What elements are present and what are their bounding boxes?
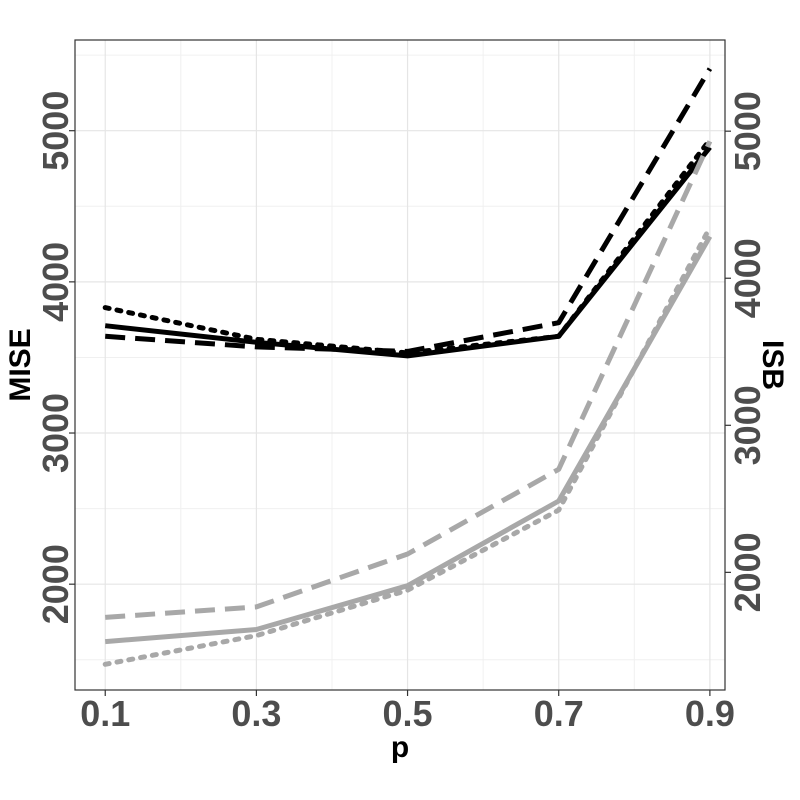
x-tick-label-4: 0.9 <box>685 693 735 734</box>
series-layer <box>102 67 713 667</box>
series-line-4 <box>105 140 713 620</box>
y-right-tick-label-1: 3000 <box>727 385 768 465</box>
grid-lines <box>75 40 725 690</box>
y-left-tick-label-1: 3000 <box>35 393 76 473</box>
plot-panel-border <box>74 39 726 691</box>
y-right-tick-label-0: 2000 <box>727 532 768 612</box>
x-tick-label-2: 0.5 <box>383 693 433 734</box>
series-line-1 <box>105 67 713 354</box>
x-tick-labels: 0.1 0.3 0.5 0.7 0.9 <box>80 693 735 734</box>
y-right-tick-labels: 2000 3000 4000 5000 <box>727 91 768 612</box>
x-tick-label-1: 0.3 <box>231 693 281 734</box>
y-left-axis-title: MISE <box>4 328 37 401</box>
y-right-axis-title: ISB <box>756 340 789 390</box>
axis-ticks <box>69 130 731 696</box>
y-left-tick-labels: 2000 3000 4000 5000 <box>35 91 76 625</box>
x-tick-label-0: 0.1 <box>80 693 130 734</box>
x-tick-label-3: 0.7 <box>534 693 584 734</box>
y-left-tick-label-2: 4000 <box>35 242 76 322</box>
y-right-tick-label-2: 4000 <box>727 238 768 318</box>
y-left-tick-label-0: 2000 <box>35 544 76 624</box>
series-line-2 <box>102 137 713 356</box>
x-axis-title: p <box>391 731 409 764</box>
series-line-5 <box>102 224 713 667</box>
y-right-tick-label-3: 5000 <box>727 91 768 171</box>
y-left-tick-label-3: 5000 <box>35 91 76 171</box>
